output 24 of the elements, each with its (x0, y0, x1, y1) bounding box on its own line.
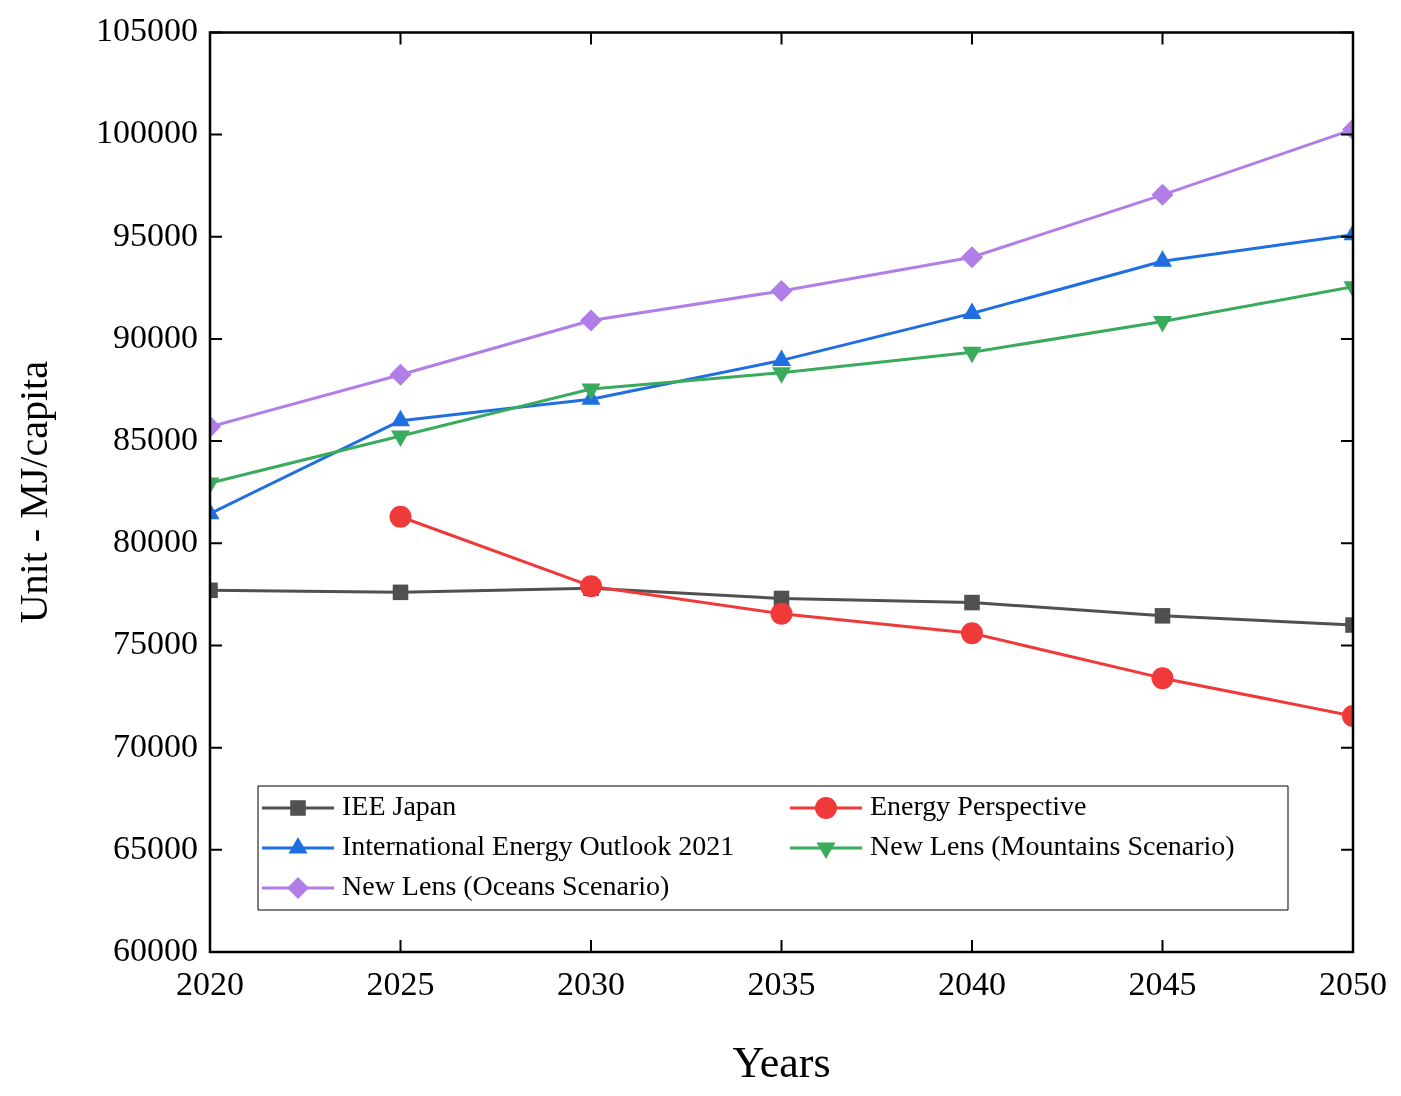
y-axis-title: Unit - MJ/capita (10, 360, 56, 624)
y-tick-label: 100000 (96, 113, 198, 151)
y-tick-label: 70000 (113, 726, 198, 764)
y-tick-label: 105000 (96, 11, 198, 49)
x-tick-label: 2050 (1319, 965, 1387, 1003)
y-tick-label: 90000 (113, 317, 198, 355)
x-tick-label: 2030 (557, 965, 625, 1003)
x-axis-title: Years (732, 1038, 831, 1088)
y-tick-label: 65000 (113, 828, 198, 866)
legend-label: New Lens (Mountains Scenario) (870, 830, 1235, 862)
legend-label: New Lens (Oceans Scenario) (342, 870, 670, 902)
x-tick-label: 2025 (366, 965, 435, 1003)
y-tick-label: 85000 (113, 420, 198, 458)
legend-label: IEE Japan (342, 790, 457, 822)
x-tick-label: 2035 (747, 965, 816, 1003)
legend-label: International Energy Outlook 2021 (342, 830, 735, 862)
x-tick-label: 2040 (938, 965, 1006, 1003)
y-tick-label: 80000 (113, 522, 198, 560)
legend-label: Energy Perspective (870, 790, 1087, 822)
y-tick-label: 95000 (113, 215, 198, 253)
y-tick-label: 60000 (113, 930, 198, 968)
x-tick-label: 2045 (1128, 965, 1197, 1003)
x-tick-label: 2020 (176, 965, 244, 1003)
y-tick-label: 75000 (113, 624, 198, 662)
